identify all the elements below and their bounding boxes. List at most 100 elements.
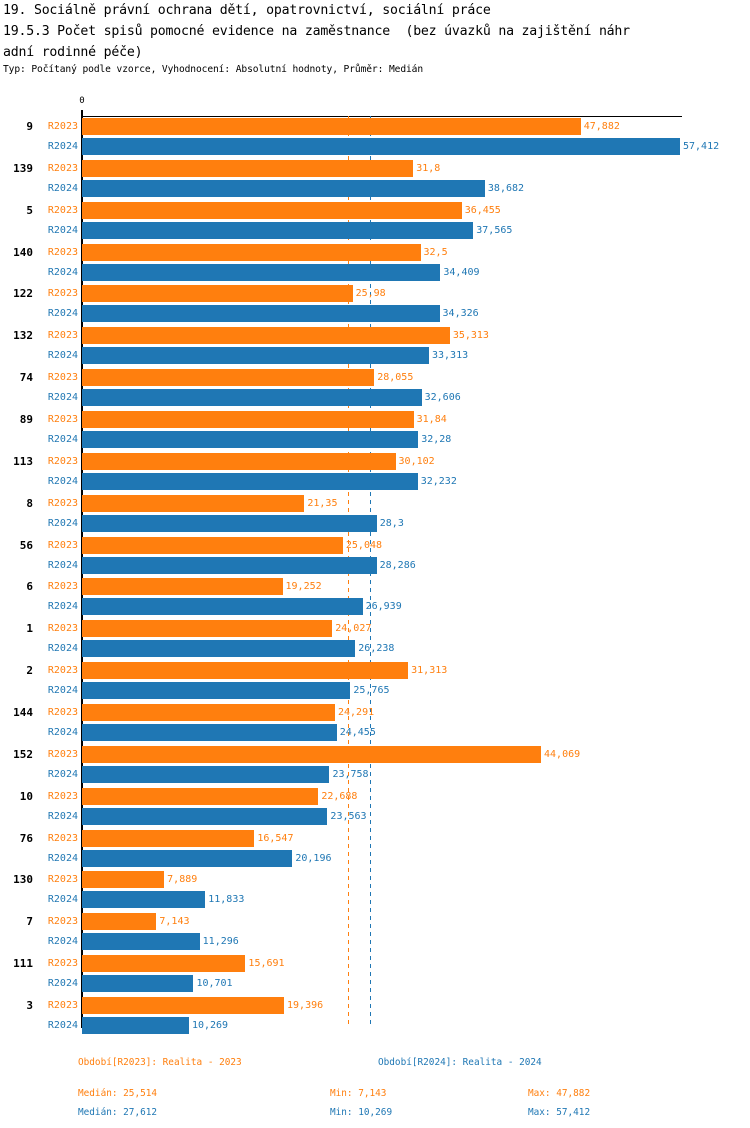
stats-row-2024: Medián: 27,612 Min: 10,269 Max: 57,412 xyxy=(0,1103,750,1122)
bar-r2023[interactable] xyxy=(82,620,333,638)
bar-r2023[interactable] xyxy=(82,955,246,973)
bar-value-label: 19,252 xyxy=(285,581,322,593)
bar-value-label: 32,5 xyxy=(423,246,448,258)
bar-row: 56 R2023 25,048 xyxy=(0,536,750,554)
bar-r2024[interactable] xyxy=(82,807,328,825)
bar-row: R2024 26,939 xyxy=(0,598,750,616)
bar-r2024[interactable] xyxy=(82,138,680,155)
bar-value-label: 44,069 xyxy=(544,748,581,760)
bar-r2023[interactable] xyxy=(82,285,353,303)
bar-r2024[interactable] xyxy=(82,221,474,239)
bar-r2023[interactable] xyxy=(82,787,319,805)
bar-category-label: 10 xyxy=(19,789,33,803)
bar-series-label-r2023: R2023 xyxy=(47,581,78,593)
bar-r2023[interactable] xyxy=(82,159,414,177)
bar-row: R2024 24,455 xyxy=(0,724,750,742)
bar-series-label-r2024: R2024 xyxy=(47,1020,78,1032)
bar-value-label: 21,35 xyxy=(307,497,338,509)
bar-r2023[interactable] xyxy=(82,997,285,1015)
bar-category-label: 113 xyxy=(13,454,33,468)
bar-value-label: 33,313 xyxy=(431,350,469,362)
bar-row: 144 R2023 24,291 xyxy=(0,704,750,722)
bar-value-label: 10,269 xyxy=(191,1020,229,1032)
bar-r2023[interactable] xyxy=(82,118,581,135)
bar-category-label: 152 xyxy=(13,747,33,761)
bar-series-label-r2024: R2024 xyxy=(47,852,78,864)
bar-value-label: 34,326 xyxy=(442,308,479,320)
bar-r2024[interactable] xyxy=(82,765,330,783)
bar-r2023[interactable] xyxy=(82,327,450,345)
bar-row: 76 R2023 16,547 xyxy=(0,829,750,847)
bar-r2024[interactable] xyxy=(82,975,194,993)
bar-r2024[interactable] xyxy=(82,1017,189,1035)
bar-r2024[interactable] xyxy=(82,431,419,449)
bar-row: R2024 34,326 xyxy=(0,305,750,323)
bar-row: 2 R2023 31,313 xyxy=(0,662,750,680)
bar-series-label-r2024: R2024 xyxy=(47,224,78,236)
bar-row: 152 R2023 44,069 xyxy=(0,745,750,763)
bar-r2023[interactable] xyxy=(82,578,283,596)
bar-r2023[interactable] xyxy=(82,243,421,261)
bar-r2023[interactable] xyxy=(82,662,409,680)
bar-value-label: 24,027 xyxy=(335,623,372,635)
bar-r2024[interactable] xyxy=(82,640,356,658)
bar-r2023[interactable] xyxy=(82,913,157,931)
bar-category-label: 122 xyxy=(13,287,33,301)
bar-category-label: 9 xyxy=(26,120,33,133)
bar-r2024[interactable] xyxy=(82,179,485,197)
bar-category-label: 1 xyxy=(26,622,33,636)
bar-value-label: 19,396 xyxy=(287,1000,324,1012)
bar-r2023[interactable] xyxy=(82,494,305,512)
bar-r2024[interactable] xyxy=(82,891,206,909)
bar-row: R2024 26,238 xyxy=(0,640,750,658)
bar-r2024[interactable] xyxy=(82,598,363,616)
bar-series-label-r2023: R2023 xyxy=(47,204,78,216)
page-title-line-1: 19. Sociálně právní ochrana dětí, opatro… xyxy=(3,3,491,18)
bar-value-label: 31,313 xyxy=(411,665,448,677)
bar-r2024[interactable] xyxy=(82,849,293,867)
legend-entry-2023: Období[R2023]: Realita - 2023 xyxy=(78,1057,242,1068)
bar-r2023[interactable] xyxy=(82,871,165,889)
bar-row: 7 R2023 7,143 xyxy=(0,913,750,931)
bar-r2023[interactable] xyxy=(82,452,396,470)
bar-row: R2024 57,412 xyxy=(0,138,750,155)
bar-series-label-r2023: R2023 xyxy=(47,246,78,258)
bar-row: R2024 32,232 xyxy=(0,472,750,490)
bar-row: 130 R2023 7,889 xyxy=(0,871,750,889)
bar-r2023[interactable] xyxy=(82,201,462,219)
bar-r2024[interactable] xyxy=(82,347,429,365)
bar-r2024[interactable] xyxy=(82,389,422,407)
bar-r2024[interactable] xyxy=(82,933,200,951)
max-stat-2024: Max: 57,412 xyxy=(528,1107,591,1118)
bar-r2024[interactable] xyxy=(82,472,418,490)
bar-r2024[interactable] xyxy=(82,263,441,281)
bar-r2024[interactable] xyxy=(82,305,440,323)
bar-series-label-r2024: R2024 xyxy=(47,308,78,320)
bar-r2023[interactable] xyxy=(82,745,542,763)
bar-value-label: 36,455 xyxy=(464,204,501,216)
bar-row: 132 R2023 35,313 xyxy=(0,327,750,345)
bar-category-label: 7 xyxy=(26,915,33,929)
bar-r2023[interactable] xyxy=(82,369,375,387)
bar-value-label: 37,565 xyxy=(476,224,513,236)
bar-series-label-r2023: R2023 xyxy=(47,372,78,384)
bar-r2023[interactable] xyxy=(82,411,414,429)
bar-value-label: 24,291 xyxy=(338,707,375,719)
bar-r2023[interactable] xyxy=(82,829,255,847)
bar-series-label-r2024: R2024 xyxy=(47,727,78,739)
bar-row: 1 R2023 24,027 xyxy=(0,620,750,638)
bar-value-label: 31,8 xyxy=(416,162,441,174)
bar-series-label-r2023: R2023 xyxy=(47,162,78,174)
bar-value-label: 7,143 xyxy=(159,916,190,928)
bar-category-label: 132 xyxy=(13,329,33,343)
bar-row: R2024 38,682 xyxy=(0,179,750,197)
bar-category-label: 139 xyxy=(13,161,33,175)
bar-r2024[interactable] xyxy=(82,682,351,700)
bar-r2024[interactable] xyxy=(82,514,377,532)
bar-r2023[interactable] xyxy=(82,536,343,554)
bar-r2023[interactable] xyxy=(82,704,335,722)
bar-row: 8 R2023 21,35 xyxy=(0,494,750,512)
bar-r2024[interactable] xyxy=(82,556,377,574)
bar-r2024[interactable] xyxy=(82,724,337,742)
max-stat-2023: Max: 47,882 xyxy=(528,1088,591,1099)
